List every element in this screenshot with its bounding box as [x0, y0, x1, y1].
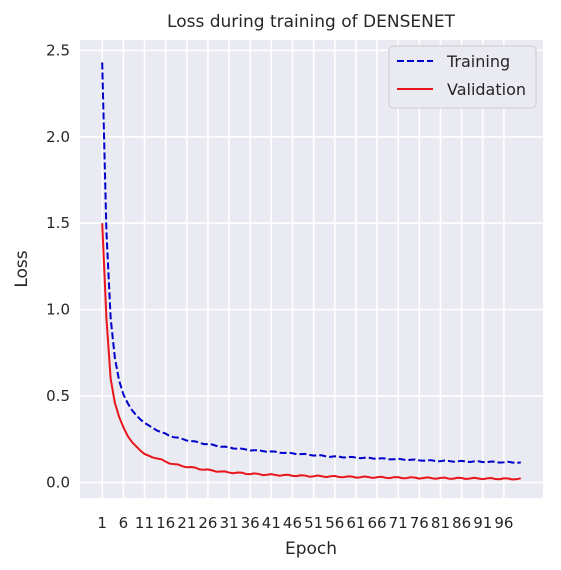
training-line: [101, 62, 521, 464]
y-axis-label: Loss: [12, 250, 32, 287]
legend-box: [388, 45, 537, 109]
x-tick-label: 51: [304, 514, 323, 532]
x-tick-label: 61: [346, 514, 365, 532]
legend: Training Validation: [388, 45, 537, 109]
y-tick-label: 0.0: [46, 473, 70, 491]
x-tick-label: 46: [283, 514, 302, 532]
grid-lines: [80, 40, 543, 498]
y-tick-label: 2.0: [46, 128, 70, 146]
x-tick-label: 26: [198, 514, 217, 532]
chart-title: Loss during training of DENSENET: [167, 12, 456, 32]
x-tick-label: 41: [262, 514, 281, 532]
x-tick-label: 16: [156, 514, 175, 532]
plot-background: [80, 40, 543, 498]
x-tick-label: 11: [135, 514, 154, 532]
x-tick-label: 91: [473, 514, 492, 532]
x-tick-label: 81: [431, 514, 450, 532]
y-tick-label: 0.5: [46, 387, 70, 405]
x-axis-label: Epoch: [285, 539, 337, 559]
x-tick-label: 31: [220, 514, 239, 532]
legend-training-label: Training: [446, 52, 510, 71]
series-lines: [101, 62, 521, 481]
x-tick-label: 21: [177, 514, 196, 532]
x-tick-label: 36: [241, 514, 260, 532]
x-tick-label: 6: [119, 514, 129, 532]
validation-line: [101, 223, 521, 481]
x-tick-label: 66: [367, 514, 386, 532]
x-tick-label: 76: [410, 514, 429, 532]
x-tick-label: 86: [452, 514, 471, 532]
x-tick-label: 71: [389, 514, 408, 532]
y-tick-label: 1.0: [46, 301, 70, 319]
x-tick-label: 56: [325, 514, 344, 532]
x-tick-label: 1: [97, 514, 107, 532]
y-tick-label: 2.5: [46, 41, 70, 59]
y-tick-label: 1.5: [46, 214, 70, 232]
x-tick-label: 96: [494, 514, 513, 532]
legend-validation-label: Validation: [447, 80, 526, 99]
tick-labels: 1 6 11 16 21 26 31 36 41 46 51 56 61 66 71 76 81 86 91 960.…: [46, 41, 513, 532]
